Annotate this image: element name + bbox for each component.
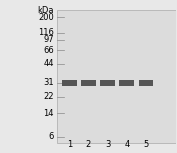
Bar	[139, 80, 153, 86]
Text: 97: 97	[43, 35, 54, 44]
Text: 3: 3	[105, 140, 110, 149]
Text: 44: 44	[43, 59, 54, 68]
Text: 14: 14	[43, 109, 54, 118]
Bar	[119, 80, 134, 86]
Text: 2: 2	[86, 140, 91, 149]
Text: 6: 6	[48, 132, 54, 141]
Text: 5: 5	[143, 140, 149, 149]
Text: 116: 116	[38, 28, 54, 37]
Text: 66: 66	[43, 46, 54, 55]
Bar	[62, 80, 77, 86]
Text: 4: 4	[124, 140, 129, 149]
Bar	[100, 80, 115, 86]
Text: 31: 31	[43, 78, 54, 87]
Bar	[57, 10, 176, 143]
Bar	[81, 80, 96, 86]
Text: 22: 22	[43, 92, 54, 101]
Text: 200: 200	[38, 13, 54, 22]
Text: kDa: kDa	[37, 6, 54, 15]
Text: 1: 1	[67, 140, 72, 149]
